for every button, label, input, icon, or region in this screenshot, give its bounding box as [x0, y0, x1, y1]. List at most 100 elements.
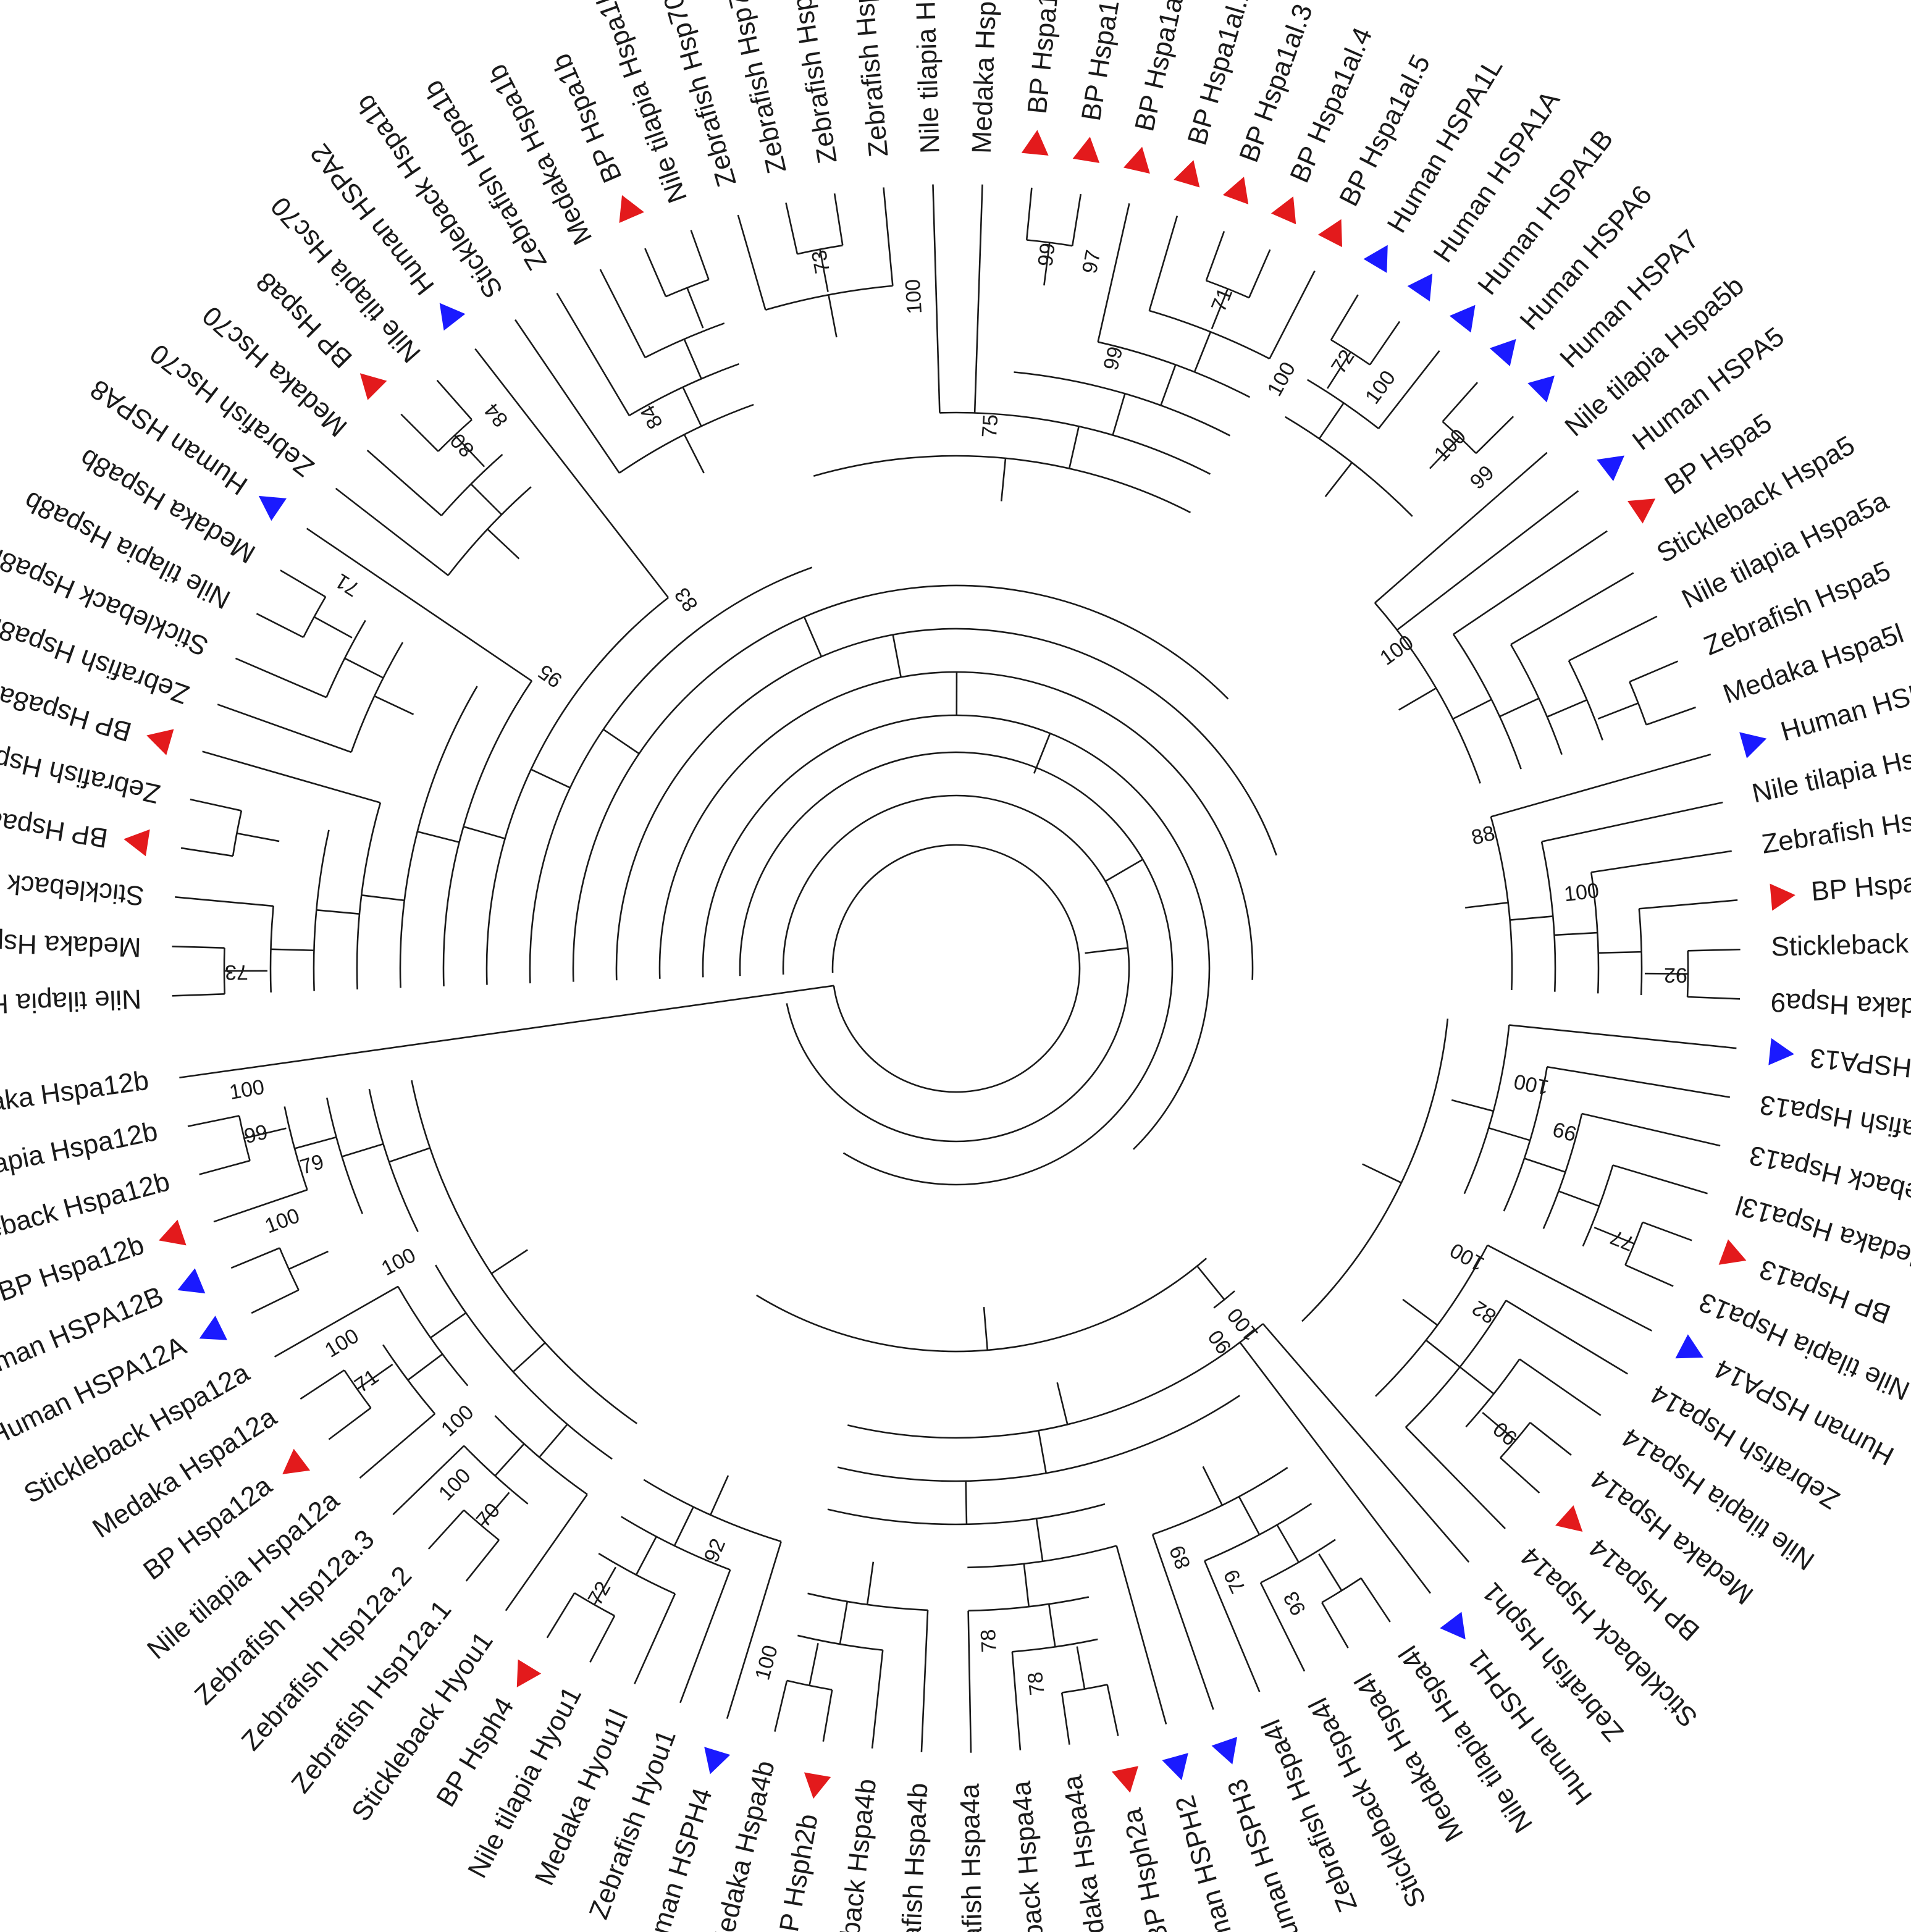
clade-stem [1038, 1430, 1048, 1474]
leaf-branch [1453, 530, 1608, 636]
leaf-branch [1321, 1602, 1349, 1648]
leaf-branch [1500, 1457, 1540, 1494]
bp-triangle-icon [1628, 498, 1656, 524]
leaf-branch [737, 214, 766, 311]
clade-stem [1211, 288, 1229, 330]
leaf-label: Zebrafish Hsp70.1 [779, 0, 843, 166]
human-triangle-icon [1440, 1611, 1466, 1640]
leaf-branch [833, 193, 844, 246]
leaf-branch [1330, 294, 1359, 340]
leaf-branch [556, 293, 630, 416]
leaf-branch [599, 269, 646, 358]
leaf-branch [1097, 203, 1130, 342]
clade-arc [702, 714, 1211, 1150]
clade-arc [350, 642, 404, 753]
bootstrap-value: 100 [227, 1075, 266, 1104]
clade-stem [1554, 931, 1598, 936]
leaf-branch [1248, 249, 1271, 298]
leaf-label: Stickleback Hspa4a [1006, 1779, 1056, 1932]
clade-stem [1238, 1496, 1261, 1535]
human-triangle-icon [1597, 455, 1624, 482]
clade-stem [361, 894, 405, 902]
leaf-branch [274, 1285, 399, 1358]
bootstrap-value: 92 [1664, 963, 1687, 986]
bp-triangle-icon [516, 1659, 542, 1687]
bp-triangle-icon [1270, 196, 1296, 225]
leaf-label: Medaka Hspa12b [0, 1065, 151, 1125]
leaf-branch [1529, 1422, 1572, 1456]
bootstrap-value: 89 [1165, 1542, 1195, 1573]
clade-arc [397, 1286, 469, 1387]
leaf-branch [1259, 1582, 1306, 1672]
clade-stem [1202, 1466, 1223, 1506]
clade-arc [223, 947, 226, 994]
leaf-label: Stickleback Hspa4b [826, 1777, 882, 1932]
leaf-label: BP Hspa1a.2 [1076, 0, 1131, 123]
clade-stem [374, 695, 414, 715]
clade-arc [1540, 841, 1556, 992]
clade-arc [797, 245, 843, 255]
clade-stem [1597, 702, 1639, 720]
leaf-branch [1205, 230, 1225, 281]
leaf-branch [634, 1593, 676, 1684]
clade-arc [615, 628, 1277, 981]
bootstrap-value: 82 [1468, 1296, 1500, 1328]
leaf-branch [400, 413, 439, 452]
leaf-branch [1262, 1323, 1470, 1563]
leaf-label: Zebrafish Hspa13 [1758, 1089, 1911, 1154]
clade-stem [356, 1363, 393, 1390]
bootstrap-value: 92 [700, 1535, 731, 1566]
leaf-branch [1639, 899, 1738, 910]
leaf-label: Nile tilapia Hsp70 [909, 0, 945, 154]
bp-triangle-icon [1718, 1239, 1747, 1265]
bp-triangle-icon [804, 1772, 831, 1799]
clade-stem [1362, 1163, 1402, 1184]
clade-stem [539, 1424, 568, 1458]
bootstrap-value: 75 [978, 414, 1002, 439]
human-triangle-icon [1162, 1753, 1188, 1781]
leaf-branch [190, 798, 242, 812]
clade-arc [269, 905, 274, 993]
clade-stem [1425, 1339, 1461, 1368]
leaf-label: BP Hspa1a.1 [1022, 0, 1068, 116]
leaf-branch [172, 993, 225, 997]
clade-stem [1318, 402, 1345, 439]
clade-stem [1324, 462, 1353, 497]
leaf-label: Zebrafish Hsc70 [145, 338, 319, 483]
leaf-branch [1629, 660, 1679, 683]
bp-triangle-icon [359, 373, 387, 400]
clade-stem [866, 1561, 875, 1605]
clade-arc [1490, 817, 1513, 990]
clade-arc [1405, 1300, 1507, 1428]
clade-stem [1318, 1553, 1343, 1591]
human-triangle-icon [199, 1316, 227, 1340]
bootstrap-value: 100 [1376, 631, 1418, 670]
clade-stem [1327, 351, 1351, 389]
leaf-label: Medaka Hspa4b [705, 1758, 781, 1932]
clade-stem [892, 634, 902, 678]
clade-arc [1306, 379, 1379, 429]
bp-triangle-icon [1111, 1766, 1139, 1793]
leaf-branch [1204, 1560, 1261, 1692]
bootstrap-value: 99 [1466, 461, 1499, 494]
clade-arc [643, 1479, 782, 1542]
leaf-branch [920, 1610, 929, 1752]
bootstrap-value: 84 [636, 401, 668, 432]
leaf-branch [785, 202, 799, 254]
bp-triangle-icon [1555, 1505, 1583, 1532]
leaf-label: Medaka Hspa8a [0, 926, 141, 962]
leaf-branch [1405, 1426, 1506, 1529]
human-triangle-icon [1363, 245, 1388, 273]
clade-stem [1402, 1298, 1438, 1326]
leaf-branch [1487, 1244, 1652, 1332]
clade-stem [1048, 1603, 1056, 1647]
clade-stem [1085, 947, 1128, 954]
clade-arc [1582, 1165, 1614, 1247]
clade-stem [1644, 972, 1688, 975]
bootstrap-value: 99 [1550, 1117, 1579, 1145]
human-triangle-icon [1675, 1334, 1703, 1359]
leaf-branch [1509, 1024, 1737, 1049]
root-arc [831, 844, 1081, 1093]
bootstrap-value: 93 [1279, 1587, 1311, 1619]
